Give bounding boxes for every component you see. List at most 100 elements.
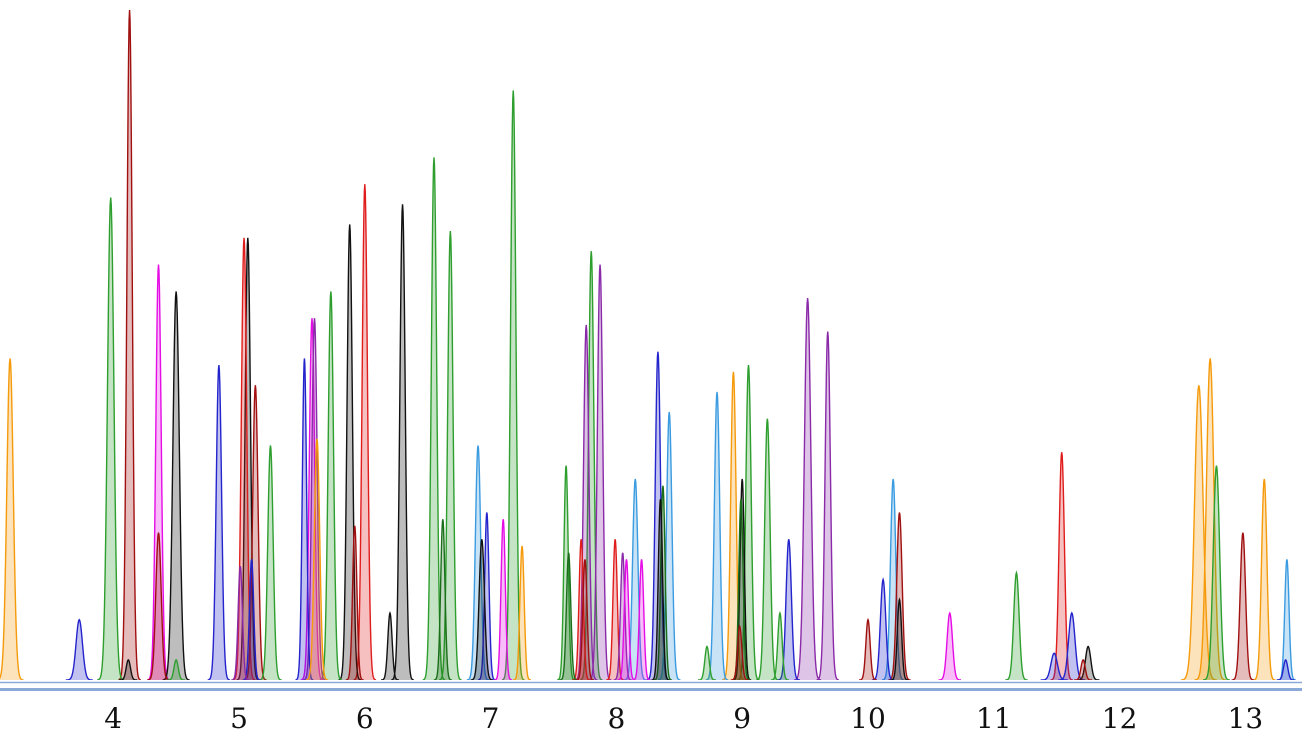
peak-line xyxy=(1180,385,1217,681)
peak-fill xyxy=(733,479,752,680)
peak-s1-p0 xyxy=(97,197,125,681)
peak-line xyxy=(632,559,651,681)
peak-fill xyxy=(1076,646,1100,680)
peak-line xyxy=(653,485,672,681)
peak-s0-p3 xyxy=(722,371,745,681)
peak-s4-p0 xyxy=(119,658,138,681)
peak-s6-p4 xyxy=(1050,452,1074,681)
peak-s0-p0 xyxy=(0,358,24,681)
peak-fill xyxy=(305,438,329,680)
peak-fill xyxy=(381,613,399,680)
peak-line xyxy=(1074,658,1093,681)
peak-fill xyxy=(613,552,632,680)
peak-fill xyxy=(559,552,578,680)
peak-s2-p4 xyxy=(575,559,594,681)
peak-line xyxy=(207,365,231,681)
peak-fill xyxy=(722,371,745,680)
peak-line xyxy=(119,658,138,681)
peak-fill xyxy=(345,525,364,680)
peak-fill xyxy=(353,184,377,680)
peak-s3-p2 xyxy=(494,519,513,681)
peak-fill xyxy=(705,391,729,680)
peak-line xyxy=(557,465,576,681)
peak-fill xyxy=(1253,479,1276,680)
peak-s1-p13 xyxy=(1005,570,1028,681)
peak-line xyxy=(613,552,632,681)
peak-fill xyxy=(502,90,525,680)
peak-fill xyxy=(439,231,462,680)
peak-line xyxy=(1040,652,1068,681)
peak-line xyxy=(391,204,414,681)
peak-fill xyxy=(119,659,138,680)
x-tick-label-0: 4 xyxy=(104,702,122,735)
peak-fill xyxy=(606,539,625,680)
peak-line xyxy=(881,478,905,681)
peak-fill xyxy=(888,512,911,680)
peak-fill xyxy=(1058,613,1086,680)
peak-line xyxy=(657,411,681,681)
peak-s1-p2 xyxy=(259,445,282,681)
x-tick-labels: 4 5 6 7 8 9 10 11 12 13 xyxy=(104,702,1263,735)
peak-s1-p8 xyxy=(579,251,603,681)
peak-fill xyxy=(871,579,895,680)
peak-s2-p8 xyxy=(1074,658,1093,681)
peak-line xyxy=(770,610,789,681)
peak-fill xyxy=(580,251,603,680)
peak-s9-p0 xyxy=(433,519,452,681)
peak-s2-p7 xyxy=(888,512,911,681)
peak-fill xyxy=(433,519,452,680)
peak-s4-p4 xyxy=(380,610,399,681)
peak-fill xyxy=(65,619,93,680)
peak-line xyxy=(439,231,462,681)
peak-s1-p1 xyxy=(167,658,186,681)
peak-s2-p1 xyxy=(147,532,170,681)
peak-fill xyxy=(575,559,594,680)
peak-line xyxy=(730,624,749,681)
peak-line xyxy=(162,291,190,681)
x-tick-label-5: 9 xyxy=(733,702,751,735)
peak-s4-p3 xyxy=(338,224,362,681)
peak-s1-p12 xyxy=(770,610,789,681)
x-axis xyxy=(0,680,1302,692)
peak-line xyxy=(422,157,446,681)
peak-line xyxy=(859,617,877,681)
peak-s0-p5 xyxy=(1194,358,1226,681)
peak-fill xyxy=(477,512,496,680)
peak-fill xyxy=(646,351,670,680)
peak-line xyxy=(513,545,532,681)
peak-line xyxy=(167,658,186,681)
peak-fill xyxy=(1040,653,1068,680)
peak-line xyxy=(494,519,513,681)
peak-fill xyxy=(572,539,591,680)
peak-line xyxy=(338,224,362,681)
peak-fill xyxy=(632,559,651,680)
peak-fill xyxy=(118,10,141,680)
peak-line xyxy=(97,197,125,681)
peak-line xyxy=(147,532,170,681)
peak-s5-p4 xyxy=(477,512,496,681)
peak-fill xyxy=(232,237,256,681)
peak-s4-p5 xyxy=(391,204,414,681)
peak-fill xyxy=(658,412,681,680)
peak-line xyxy=(501,90,525,681)
peak-s8-p3 xyxy=(705,391,729,681)
peak-fill xyxy=(259,445,282,680)
peak-line xyxy=(816,331,840,681)
peak-fill xyxy=(730,626,749,680)
peak-fill xyxy=(588,264,612,680)
peak-s1-p9 xyxy=(697,645,716,681)
peak-line xyxy=(938,611,962,681)
peak-s0-p2 xyxy=(513,545,532,681)
x-tick-label-3: 7 xyxy=(482,702,500,735)
peak-fill xyxy=(422,157,446,680)
peak-line xyxy=(559,552,578,681)
peak-line xyxy=(147,264,170,681)
peak-line xyxy=(433,519,452,681)
peak-s7-p0 xyxy=(231,565,250,681)
peak-fill xyxy=(737,365,760,680)
peak-line xyxy=(1252,478,1276,681)
peak-fill xyxy=(162,291,190,680)
peak-s1-p3 xyxy=(319,291,343,681)
peak-s7-p2 xyxy=(574,324,598,681)
